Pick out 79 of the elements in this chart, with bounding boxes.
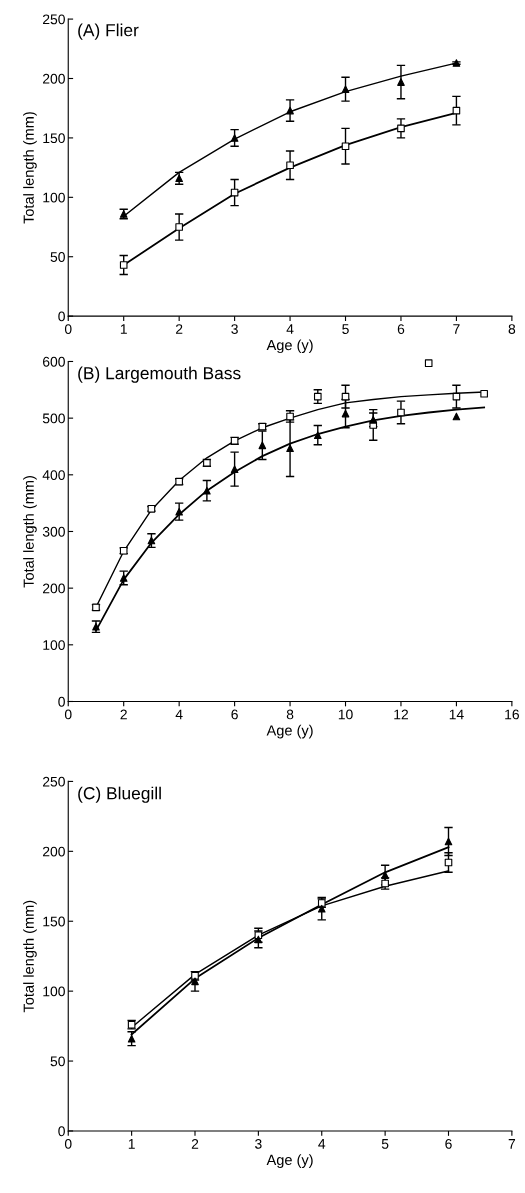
- y-axis-title: Total length (mm): [23, 476, 37, 588]
- x-tick-label: 14: [449, 709, 464, 720]
- point: [397, 78, 405, 86]
- point: [424, 359, 433, 367]
- point: [313, 431, 322, 439]
- x-tick-label: 10: [338, 709, 353, 720]
- point: [452, 412, 461, 421]
- y-tick-label: 100: [43, 986, 65, 997]
- x-tick-label: 16: [505, 709, 519, 720]
- point: [230, 134, 239, 142]
- y-tick-label: 250: [43, 776, 65, 787]
- x-tick-label: 5: [381, 1139, 389, 1149]
- y-tick-label: 100: [43, 640, 65, 650]
- x-tick-label: 7: [453, 324, 460, 334]
- chart-title: (B) Largemouth Bass: [78, 366, 241, 383]
- x-tick-label: 3: [231, 324, 238, 334]
- x-tick-label: 6: [445, 1138, 452, 1149]
- y-tick-label: 300: [42, 526, 65, 537]
- x-tick-label: 4: [175, 709, 183, 720]
- y-axis-title: Total length (mm): [23, 900, 37, 1013]
- y-tick-label: 400: [42, 470, 65, 480]
- y-tick-label: 200: [43, 583, 65, 594]
- y-tick-label: 600: [43, 356, 65, 367]
- x-axis-title: Age (y): [266, 1154, 313, 1168]
- x-tick-label: 1: [128, 1139, 135, 1149]
- y-tick-label: 0: [58, 311, 65, 322]
- point: [341, 409, 350, 418]
- y-tick-label: 150: [43, 133, 65, 144]
- point: [341, 85, 350, 94]
- x-tick-label: 3: [255, 1138, 262, 1149]
- y-tick-label: 50: [50, 1056, 65, 1067]
- x-tick-label: 5: [342, 324, 349, 334]
- x-tick-label: 6: [397, 324, 405, 334]
- x-tick-label: 2: [120, 709, 127, 720]
- point: [286, 444, 294, 452]
- x-axis-title: Age (y): [266, 724, 313, 739]
- x-tick-label: 2: [175, 324, 183, 334]
- y-tick-label: 150: [43, 916, 65, 927]
- point: [397, 408, 405, 417]
- x-tick-label: 1: [120, 324, 127, 334]
- point: [313, 392, 322, 401]
- point: [175, 507, 183, 516]
- point: [480, 389, 488, 398]
- point: [203, 486, 211, 495]
- x-tick-label: 8: [286, 709, 294, 720]
- y-tick-label: 100: [43, 192, 65, 203]
- point: [254, 935, 263, 944]
- chart-title: (A) Flier: [78, 23, 139, 40]
- x-tick-label: 6: [231, 709, 238, 720]
- y-axis-title: Total length (mm): [23, 112, 37, 224]
- point: [369, 416, 378, 424]
- x-axis-title: Age (y): [266, 339, 313, 354]
- point: [191, 977, 199, 986]
- point: [444, 837, 453, 846]
- y-tick-label: 250: [43, 14, 65, 25]
- point: [258, 441, 267, 450]
- y-tick-label: 0: [58, 696, 65, 707]
- point: [147, 536, 156, 545]
- point: [119, 574, 128, 582]
- x-tick-label: 2: [191, 1138, 199, 1149]
- y-tick-label: 200: [43, 846, 65, 857]
- point: [286, 106, 294, 115]
- x-tick-label: 12: [394, 709, 408, 720]
- y-tick-label: 0: [58, 1126, 65, 1137]
- y-tick-label: 500: [42, 413, 65, 424]
- y-tick-label: 200: [43, 73, 65, 84]
- point: [397, 124, 405, 133]
- point: [381, 871, 389, 879]
- x-tick-label: 7: [508, 1139, 516, 1149]
- x-tick-label: 8: [508, 324, 516, 334]
- chart-title: (C) Bluegill: [78, 786, 161, 803]
- x-tick-label: 4: [286, 324, 294, 334]
- point: [175, 223, 183, 231]
- point: [119, 261, 128, 269]
- point: [230, 465, 239, 473]
- point: [286, 161, 294, 170]
- x-tick-label: 4: [318, 1139, 326, 1149]
- point: [341, 142, 350, 151]
- y-tick-label: 50: [50, 252, 65, 262]
